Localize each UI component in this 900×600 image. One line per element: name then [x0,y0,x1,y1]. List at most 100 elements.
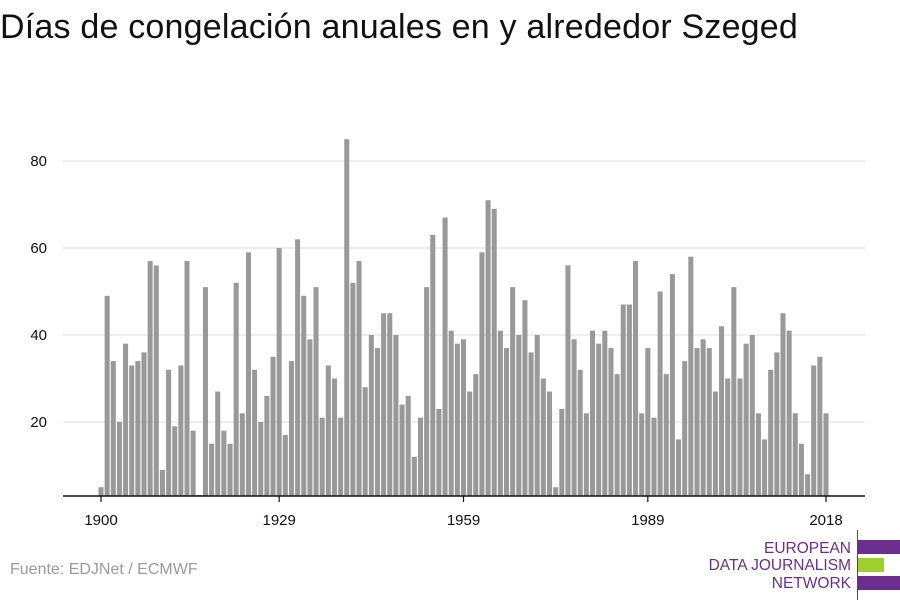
bar-1950[interactable] [405,395,411,496]
bar-1900[interactable] [98,487,104,496]
bar-1992[interactable] [663,374,669,496]
bar-1917[interactable] [202,287,208,496]
bar-1934[interactable] [307,339,313,496]
bar-1958[interactable] [454,343,460,496]
bar-1939[interactable] [338,417,344,496]
bar-1975[interactable] [559,408,565,496]
bar-1966[interactable] [503,348,510,496]
bar-2004[interactable] [737,378,743,497]
bar-1921[interactable] [227,443,233,496]
bar-1932[interactable] [295,239,301,497]
bar-1970[interactable] [528,352,534,496]
bar-1943[interactable] [362,387,368,496]
bar-1963[interactable] [485,200,491,496]
bar-1962[interactable] [479,252,485,496]
bar-2005[interactable] [743,343,749,496]
bar-2013[interactable] [792,413,798,496]
bar-1994[interactable] [676,439,682,496]
bar-1976[interactable] [565,265,571,496]
bar-2001[interactable] [719,326,725,496]
bar-1933[interactable] [301,295,307,496]
bar-1998[interactable] [700,339,706,496]
bar-1967[interactable] [510,287,516,496]
bar-1928[interactable] [270,356,276,496]
bar-1920[interactable] [221,430,227,496]
bar-1944[interactable] [368,335,374,496]
bar-1913[interactable] [178,365,184,496]
bar-1929[interactable] [276,248,282,496]
bar-2015[interactable] [805,474,811,496]
bar-2009[interactable] [768,369,774,496]
bar-1974[interactable] [553,487,559,496]
bar-1969[interactable] [522,300,528,496]
bar-1953[interactable] [424,287,430,496]
bar-1903[interactable] [116,422,122,496]
bar-1978[interactable] [577,369,583,496]
bar-1984[interactable] [614,374,620,496]
bar-2016[interactable] [811,365,817,496]
bar-1995[interactable] [682,361,688,496]
bar-1909[interactable] [153,265,159,496]
bar-1982[interactable] [602,330,608,496]
bar-1919[interactable] [215,391,221,496]
bar-1951[interactable] [411,456,417,496]
bar-1935[interactable] [313,287,319,496]
bar-1988[interactable] [639,413,645,496]
bar-1948[interactable] [393,335,399,496]
bar-2007[interactable] [755,413,761,496]
bar-2011[interactable] [780,313,786,496]
bar-1956[interactable] [442,217,448,497]
bar-2014[interactable] [798,443,804,496]
bar-1981[interactable] [596,343,602,496]
bar-1955[interactable] [436,408,442,496]
bar-1907[interactable] [141,352,147,496]
bar-1949[interactable] [399,404,405,496]
bar-1952[interactable] [417,417,424,496]
bar-1964[interactable] [491,208,497,496]
bar-1931[interactable] [288,361,294,496]
bar-1985[interactable] [620,304,626,496]
bar-1901[interactable] [104,295,110,496]
bar-1971[interactable] [534,335,540,496]
bar-1923[interactable] [239,413,245,496]
bar-1904[interactable] [123,343,129,496]
bar-1996[interactable] [688,256,694,496]
bar-1997[interactable] [694,348,700,496]
edjnet-logo[interactable]: EUROPEAN DATA JOURNALISM NETWORK [700,530,900,600]
bar-1922[interactable] [233,282,239,496]
bar-1983[interactable] [608,348,614,496]
bar-1936[interactable] [319,417,325,496]
bar-1980[interactable] [590,330,596,496]
bar-1987[interactable] [633,261,639,496]
bar-1945[interactable] [374,348,380,496]
bar-1915[interactable] [190,430,196,496]
bar-1946[interactable] [381,313,387,496]
bar-1912[interactable] [172,426,178,496]
bar-1942[interactable] [356,261,362,496]
bar-1910[interactable] [159,469,165,496]
bar-1979[interactable] [583,413,589,496]
bar-1925[interactable] [252,369,258,496]
bar-2010[interactable] [774,352,780,496]
bar-2003[interactable] [731,287,737,496]
bar-1999[interactable] [706,348,712,496]
bar-1908[interactable] [147,261,153,496]
bar-1905[interactable] [129,365,135,496]
bar-1959[interactable] [460,339,467,496]
bar-1926[interactable] [258,422,264,496]
bar-1991[interactable] [657,291,663,497]
bar-1918[interactable] [209,443,215,496]
bar-1986[interactable] [626,304,632,496]
bar-1914[interactable] [184,261,190,496]
bar-1927[interactable] [264,395,270,496]
bar-1906[interactable] [135,361,141,496]
bar-1938[interactable] [331,378,337,497]
bar-1941[interactable] [350,282,356,496]
bar-1990[interactable] [651,417,657,496]
bar-1947[interactable] [387,313,393,496]
bar-2000[interactable] [712,391,718,496]
bar-2018[interactable] [823,413,829,496]
bar-2002[interactable] [725,378,731,497]
bar-1989[interactable] [645,348,651,496]
bar-1973[interactable] [547,391,553,496]
